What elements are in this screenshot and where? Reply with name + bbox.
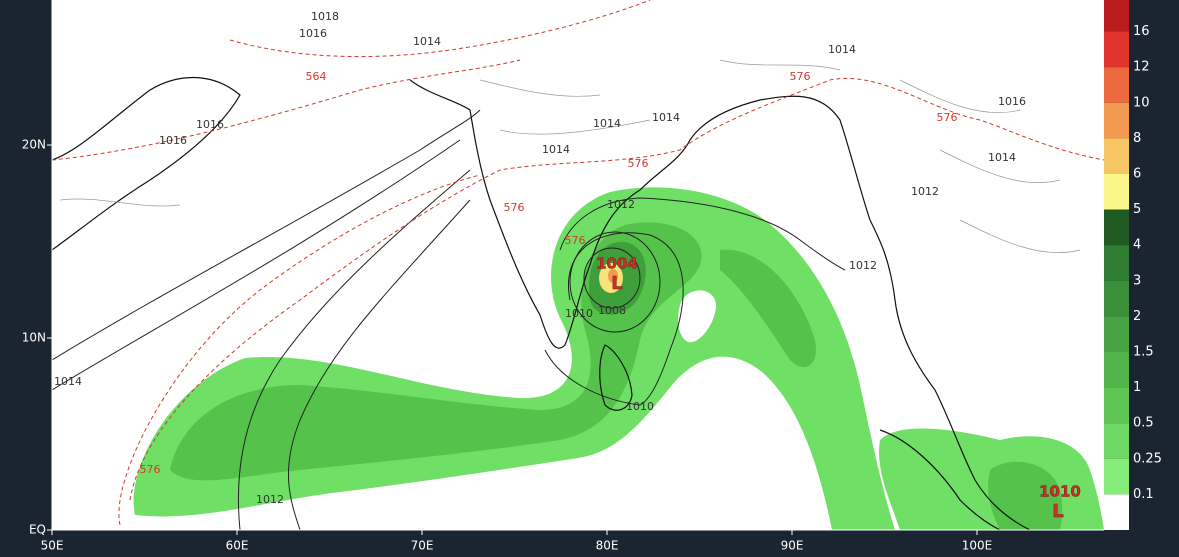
colorbar-swatch bbox=[1104, 138, 1129, 174]
lat-label: 20N bbox=[22, 138, 46, 152]
colorbar-swatch bbox=[1104, 102, 1129, 139]
lon-label: 90E bbox=[781, 539, 804, 553]
axis-labels: 20N 10N EQ 50E 60E 70E 80E 90E 100E bbox=[22, 138, 993, 553]
colorbar-swatch bbox=[1104, 67, 1129, 103]
colorbar-label: 16 bbox=[1133, 24, 1150, 39]
contour-label: 1014 bbox=[54, 375, 82, 388]
contour-label: 576 bbox=[628, 157, 649, 170]
contour-label: 1016 bbox=[299, 27, 327, 40]
coastline-india bbox=[409, 79, 871, 349]
coastline-sumatra bbox=[879, 429, 1001, 530]
colorbar-label: 0.25 bbox=[1133, 451, 1162, 466]
colorbar-label: 1 bbox=[1133, 380, 1141, 395]
colorbar-label: 4 bbox=[1133, 238, 1141, 253]
contour-label: 1012 bbox=[849, 259, 877, 272]
colorbar-label: 1.5 bbox=[1133, 345, 1154, 360]
contour-label: 1014 bbox=[593, 117, 621, 130]
colorbar-label: 20 bbox=[1133, 0, 1150, 4]
colorbar-swatch bbox=[1104, 245, 1129, 281]
contour-label: 576 bbox=[140, 463, 161, 476]
colorbar-label: 5 bbox=[1133, 202, 1141, 217]
precip-mid bbox=[170, 222, 702, 481]
lon-label: 80E bbox=[596, 539, 619, 553]
colorbar-swatch bbox=[1104, 174, 1129, 210]
colorbar-swatch bbox=[1104, 209, 1129, 246]
colorbar-swatch bbox=[1104, 387, 1129, 424]
colorbar: 20 16 12 10 8 6 5 4 3 2 1.5 1 0.5 0.25 0.1 bbox=[1104, 0, 1162, 530]
lat-label: EQ bbox=[29, 523, 46, 537]
lon-label: 60E bbox=[226, 539, 249, 553]
low-symbol: L bbox=[611, 273, 622, 294]
precip-mid-east bbox=[720, 249, 816, 368]
contour-label: 1014 bbox=[828, 43, 856, 56]
contour-label: 1012 bbox=[911, 185, 939, 198]
colorbar-swatch bbox=[1104, 458, 1129, 495]
lon-label: 70E bbox=[411, 539, 434, 553]
contour-label: 576 bbox=[565, 234, 586, 247]
contour-label: 1014 bbox=[542, 143, 570, 156]
colorbar-label: 6 bbox=[1133, 167, 1141, 182]
colorbar-swatch bbox=[1104, 352, 1129, 388]
colorbar-label: 8 bbox=[1133, 131, 1141, 146]
colorbar-swatch bbox=[1104, 423, 1129, 459]
thickness-lines bbox=[52, 0, 1104, 526]
contour-label: 1016 bbox=[159, 134, 187, 147]
contour-label: 576 bbox=[937, 111, 958, 124]
contour-label: 1018 bbox=[311, 10, 339, 23]
contour-label: 1012 bbox=[256, 493, 284, 506]
precip-east-mid bbox=[988, 461, 1063, 530]
lon-label: 100E bbox=[962, 539, 993, 553]
colorbar-label: 12 bbox=[1133, 60, 1150, 75]
lat-label: 10N bbox=[22, 331, 46, 345]
colorbar-swatch bbox=[1104, 316, 1129, 352]
precip-peak-core bbox=[608, 269, 618, 283]
contour-label: 1010 bbox=[565, 307, 593, 320]
low-pressure-value: 1004 bbox=[596, 255, 638, 273]
colorbar-swatch bbox=[1104, 31, 1129, 68]
map-layers bbox=[52, 0, 1104, 530]
colorbar-label: 0.5 bbox=[1133, 416, 1154, 431]
coastline-myanmar bbox=[869, 219, 1031, 530]
colorbar-label: 3 bbox=[1133, 273, 1141, 288]
colorbar-bottom bbox=[1104, 494, 1129, 530]
contour-label: 1014 bbox=[988, 151, 1016, 164]
contour-label: 1008 bbox=[598, 304, 626, 317]
contour-label: 1012 bbox=[607, 198, 635, 211]
contour-label: 1014 bbox=[652, 111, 680, 124]
contour-label: 564 bbox=[306, 70, 327, 83]
contour-label: 576 bbox=[504, 201, 525, 214]
borders bbox=[59, 59, 1081, 253]
colorbar-label: 10 bbox=[1133, 95, 1150, 110]
low-pressure-value: 1010 bbox=[1039, 483, 1081, 501]
low-symbol: L bbox=[1052, 501, 1063, 522]
precip-hole bbox=[678, 290, 716, 343]
colorbar-label: 0.1 bbox=[1133, 487, 1154, 502]
coastline-srilanka bbox=[599, 344, 633, 411]
contour-label: 576 bbox=[790, 70, 811, 83]
contour-label: 1014 bbox=[413, 35, 441, 48]
contour-label: 1016 bbox=[998, 95, 1026, 108]
contour-label: 1010 bbox=[626, 400, 654, 413]
coastline-arabia bbox=[52, 77, 241, 251]
contour-label: 1016 bbox=[196, 118, 224, 131]
lon-label: 50E bbox=[41, 539, 64, 553]
colorbar-label: 2 bbox=[1133, 309, 1141, 324]
colorbar-swatch bbox=[1104, 280, 1129, 317]
isobars bbox=[52, 109, 846, 530]
